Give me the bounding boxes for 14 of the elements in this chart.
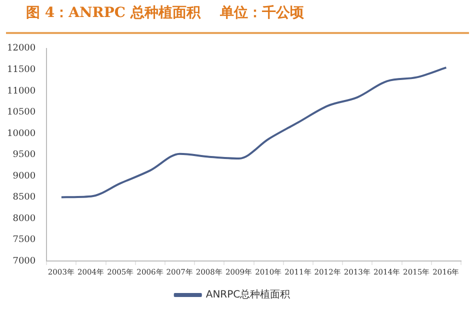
y-tick-label: 10500	[6, 108, 36, 118]
y-tick-label: 10000	[6, 128, 36, 139]
y-tick-label: 9500	[12, 150, 36, 160]
chart-title: 图 4：ANRPC 总种植面积 单位：千公顷	[26, 4, 304, 22]
y-tick-label: 11000	[6, 86, 36, 96]
legend-label: ANRPC总种植面积	[206, 288, 290, 301]
y-tick-label: 7500	[12, 235, 36, 246]
line-series	[60, 66, 448, 198]
y-tick-label: 8500	[12, 192, 36, 203]
y-tick-label: 7000	[12, 256, 36, 266]
y-tick-label: 9000	[12, 171, 36, 182]
y-tick-label: 8000	[12, 214, 36, 224]
y-tick-label: 12000	[6, 44, 36, 54]
y-tick-label: 11500	[6, 65, 36, 76]
